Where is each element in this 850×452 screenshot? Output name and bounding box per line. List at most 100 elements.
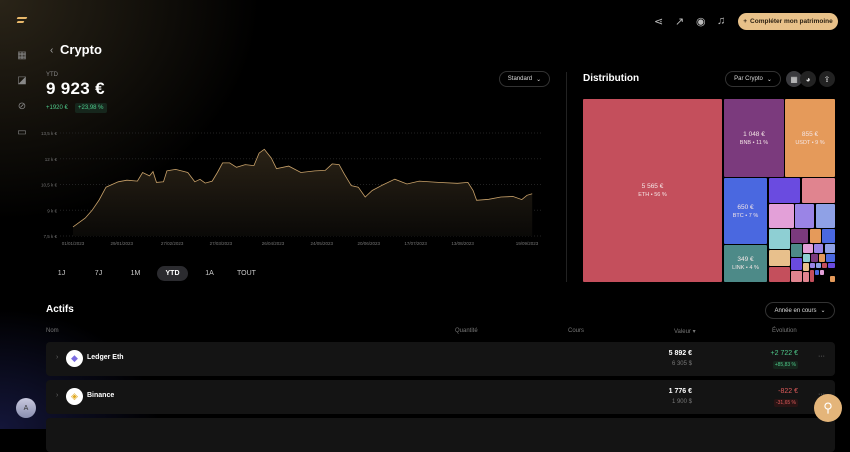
treemap-tile-small[interactable] bbox=[795, 204, 814, 228]
treemap-tile-small[interactable] bbox=[769, 250, 790, 266]
treemap-tile-usdt[interactable]: 855 € USDT • 9 % bbox=[785, 99, 835, 177]
tile-label: LINK • 4 % bbox=[732, 265, 759, 271]
treemap-tile-small[interactable] bbox=[769, 267, 790, 282]
tile-value: 5 565 € bbox=[641, 183, 664, 190]
asset-evolution-pct: +85,83 % bbox=[772, 361, 798, 369]
search-fab[interactable]: ⚲ bbox=[814, 394, 842, 422]
range-1a[interactable]: 1A bbox=[205, 270, 214, 277]
chevron-down-icon: ⌄ bbox=[820, 308, 826, 314]
delta-value: +1920 € bbox=[46, 105, 68, 111]
asset-value: 5 892 € bbox=[668, 350, 692, 357]
pie-icon: ◕ bbox=[805, 74, 811, 84]
treemap-tile-small[interactable] bbox=[815, 270, 819, 275]
treemap-tile-small[interactable] bbox=[769, 229, 790, 249]
treemap-tile-small[interactable] bbox=[820, 270, 824, 275]
treemap-tile-small[interactable] bbox=[822, 263, 827, 268]
treemap-tile-small[interactable] bbox=[825, 244, 835, 253]
total-value: 9 923 € bbox=[46, 79, 105, 98]
back-button[interactable]: ‹ bbox=[50, 45, 54, 56]
page-title: Crypto bbox=[60, 42, 102, 57]
treemap-tile-small[interactable] bbox=[791, 271, 802, 282]
chart-area bbox=[73, 149, 533, 236]
ethereum-icon: ◆ bbox=[66, 350, 83, 367]
group-select-label: Par Crypto bbox=[734, 76, 763, 82]
treemap-tile-small[interactable] bbox=[830, 276, 835, 282]
asset-row[interactable]: › ◈ Binance 1 776 € 1 900 $ -822 € -31,6… bbox=[46, 380, 835, 414]
treemap-tile-small[interactable] bbox=[803, 263, 809, 271]
x-tick-label: 17/07/2023 bbox=[404, 241, 427, 246]
divider bbox=[566, 72, 567, 282]
distribution-title: Distribution bbox=[583, 73, 640, 84]
treemap-tile-small[interactable] bbox=[810, 263, 815, 268]
chevron-right-icon[interactable]: › bbox=[56, 354, 59, 361]
bell-icon[interactable]: ♫ bbox=[717, 15, 726, 27]
treemap-tile-small[interactable] bbox=[803, 254, 810, 262]
treemap-tile-small[interactable] bbox=[803, 272, 809, 282]
asset-name: Ledger Eth bbox=[87, 354, 124, 361]
tile-label: BTC • 7 % bbox=[732, 212, 759, 219]
range-1m[interactable]: 1M bbox=[130, 270, 141, 277]
x-tick-label: 24/05/2023 bbox=[310, 241, 333, 246]
treemap-tile-small[interactable] bbox=[819, 254, 825, 262]
treemap-tile-small[interactable] bbox=[811, 254, 818, 262]
treemap-tile-small[interactable] bbox=[791, 244, 802, 257]
chart-line[interactable] bbox=[72, 148, 533, 228]
treemap-tile-small[interactable] bbox=[822, 229, 835, 243]
treemap-tile-small[interactable] bbox=[802, 178, 835, 203]
treemap-tile-small[interactable] bbox=[810, 229, 821, 243]
range-ytd[interactable]: YTD bbox=[157, 266, 188, 281]
treemap-tile-small[interactable] bbox=[826, 254, 835, 262]
range-1j[interactable]: 1J bbox=[57, 270, 66, 277]
trend-icon[interactable]: ↗ bbox=[675, 16, 685, 28]
eye-icon[interactable]: ◉ bbox=[696, 16, 706, 28]
column-name[interactable]: Nom bbox=[46, 328, 59, 334]
treemap-tile-eth[interactable]: 5 565 € ETH • 56 % bbox=[583, 99, 722, 282]
pie-view-button[interactable]: ◕ bbox=[800, 71, 816, 87]
x-tick-label: 13/08/2023 bbox=[451, 241, 474, 246]
complete-patrimony-button[interactable]: + Compléter mon patrimoine bbox=[738, 13, 838, 30]
view-select[interactable]: Standard ⌄ bbox=[499, 71, 550, 87]
asset-value-usd: 6 305 $ bbox=[671, 361, 692, 367]
treemap-tile-small[interactable] bbox=[769, 204, 794, 228]
export-button[interactable]: ⇪ bbox=[819, 71, 835, 87]
chevron-right-icon[interactable]: › bbox=[56, 392, 59, 399]
x-tick-label: 20/06/2023 bbox=[357, 241, 380, 246]
period-select[interactable]: Année en cours ⌄ bbox=[765, 302, 835, 319]
treemap-tile-small[interactable] bbox=[791, 258, 802, 270]
column-evolution[interactable]: Évolution bbox=[772, 328, 797, 334]
treemap-tile-small[interactable] bbox=[810, 270, 814, 282]
column-value[interactable]: Valeur ▾ bbox=[674, 329, 696, 335]
column-quantity[interactable]: Quantité bbox=[455, 328, 478, 334]
treemap-tile-small[interactable] bbox=[769, 178, 800, 203]
compass-icon[interactable]: ⊘ bbox=[17, 101, 27, 112]
asset-row[interactable]: › ◆ Ledger Eth 5 892 € 6 305 $ +2 722 € … bbox=[46, 342, 835, 376]
tile-value: 349 € bbox=[737, 256, 754, 263]
asset-evolution: -822 € bbox=[778, 388, 798, 395]
dashboard-icon[interactable]: ▦ bbox=[17, 50, 27, 61]
analytics-icon[interactable]: ◪ bbox=[17, 75, 27, 86]
more-icon[interactable]: ··· bbox=[818, 353, 825, 360]
treemap-tile-btc[interactable]: 650 € BTC • 7 % bbox=[724, 178, 767, 244]
group-select[interactable]: Par Crypto ⌄ bbox=[725, 71, 781, 87]
chat-icon[interactable]: ▭ bbox=[17, 127, 27, 138]
range-tout[interactable]: TOUT bbox=[237, 270, 256, 277]
delta-percent-badge: +23,98 % bbox=[75, 103, 107, 113]
treemap-tile-bnb[interactable]: 1 048 € BNB • 11 % bbox=[724, 99, 784, 177]
avatar[interactable]: A bbox=[16, 398, 36, 418]
treemap-view-button[interactable]: ▦ bbox=[786, 71, 802, 87]
range-7j[interactable]: 7J bbox=[94, 270, 103, 277]
asset-evolution: +2 722 € bbox=[770, 350, 798, 357]
treemap-tile-link[interactable]: 349 € LINK • 4 % bbox=[724, 245, 767, 282]
x-tick-label: 27/02/2023 bbox=[161, 241, 184, 246]
treemap-tile-small[interactable] bbox=[814, 244, 823, 253]
treemap-tile-small[interactable] bbox=[803, 244, 813, 253]
treemap-tile-small[interactable] bbox=[816, 263, 821, 268]
treemap-tile-small[interactable] bbox=[791, 229, 808, 243]
treemap-tile-small[interactable] bbox=[828, 263, 835, 268]
treemap-tile-small[interactable] bbox=[816, 204, 835, 228]
share-icon[interactable]: ⋖ bbox=[654, 16, 664, 28]
tile-label: USDT • 9 % bbox=[795, 139, 825, 146]
column-price[interactable]: Cours bbox=[568, 328, 585, 334]
asset-row[interactable] bbox=[46, 418, 835, 452]
view-select-label: Standard bbox=[507, 76, 533, 82]
